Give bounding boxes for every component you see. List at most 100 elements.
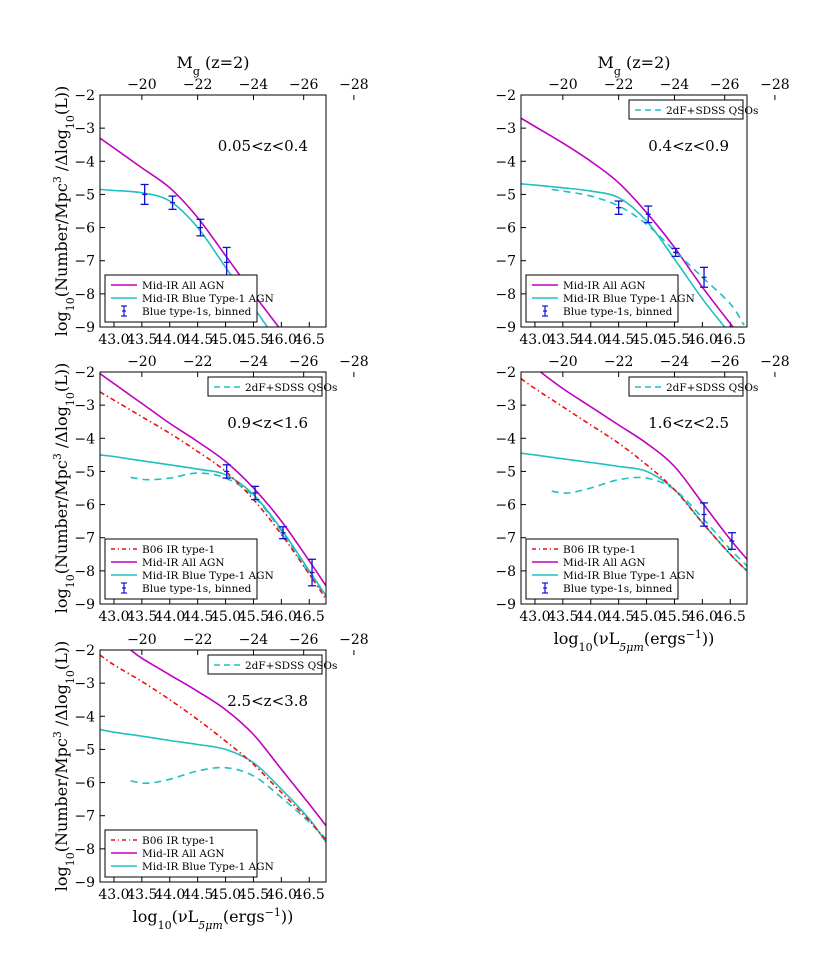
legend-label: Mid-IR All AGN (563, 280, 646, 292)
top-tick-label: −20 (548, 354, 578, 370)
legend-label: B06 IR type-1 (563, 544, 636, 556)
y-tick-label: −3 (74, 398, 95, 414)
x-tick-label: 46.5 (294, 609, 325, 625)
panel-3: 43.043.544.044.545.045.546.046.5 −9 −8 −7 −6… (51, 354, 369, 625)
x-tick-label: 44.0 (154, 332, 185, 348)
top-tick-label: −22 (604, 354, 634, 370)
x-tick-label: 44.0 (575, 332, 606, 348)
x-tick-label: 46.0 (266, 887, 297, 903)
legend-label: Mid-IR Blue Type-1 AGN (563, 293, 695, 305)
legend-qso: 2dF+SDSS QSOs (628, 99, 758, 120)
top-tick-label: −28 (760, 77, 790, 93)
legend-label: Blue type-1s, binned (563, 306, 673, 318)
legend-label: Blue type-1s, binned (563, 583, 673, 595)
x-tick-label: 44.0 (575, 609, 606, 625)
legend-label: Mid-IR All AGN (142, 557, 225, 569)
top-tick-label: −20 (548, 77, 578, 93)
y-axis-label: log10(Number/Mpc3 /Δlog10(L)) (51, 363, 77, 613)
top-tick-label: −20 (127, 632, 157, 648)
y-tick-label: −2 (495, 365, 516, 381)
legend-label: 2dF+SDSS QSOs (666, 382, 758, 394)
legend-label: B06 IR type-1 (142, 835, 215, 847)
y-tick-label: −6 (74, 498, 95, 514)
series-all-agn (100, 373, 326, 587)
x-tick-label: 43.0 (98, 887, 129, 903)
panel-2: 43.043.544.044.545.045.546.046.5 −9 −8 −7 −6… (495, 53, 789, 348)
y-tick-label: −8 (495, 564, 516, 580)
top-tick-label: −26 (289, 354, 319, 370)
series-blue-type1 (521, 452, 747, 572)
legend-label: Mid-IR All AGN (142, 280, 225, 292)
y-tick-label: −7 (495, 254, 516, 270)
y-tick-label: −7 (74, 809, 95, 825)
y-tick-label: −2 (74, 88, 95, 104)
legend-label: B06 IR type-1 (142, 544, 215, 556)
x-axis-label: log10(νL5μm(ergs−1)) (554, 628, 715, 654)
x-tick-label: 44.5 (603, 332, 634, 348)
binned-point (251, 485, 260, 501)
x-tick-label: 46.5 (715, 332, 746, 348)
panel-5: 43.043.544.044.545.045.546.046.5 −9 −8 −7 −6… (51, 632, 369, 932)
top-tick-label: −28 (339, 77, 369, 93)
top-tick-label: −22 (183, 77, 213, 93)
binned-point (727, 532, 736, 550)
y-tick-label: −9 (74, 875, 95, 891)
y-tick-label: −6 (495, 498, 516, 514)
binned-point (700, 266, 709, 288)
top-tick-label: −24 (239, 354, 269, 370)
x-tick-label: 44.5 (182, 332, 213, 348)
y-tick-label: −5 (74, 464, 95, 480)
top-tick-label: −22 (604, 77, 634, 93)
legend-label: Mid-IR Blue Type-1 AGN (563, 570, 695, 582)
plot-frame (520, 371, 748, 605)
x-tick-label: 43.0 (519, 609, 550, 625)
x-tick-label: 44.5 (182, 887, 213, 903)
x-tick-label: 45.0 (631, 609, 662, 625)
top-tick-label: −20 (127, 77, 157, 93)
y-tick-label: −7 (74, 531, 95, 547)
y-tick-label: −6 (74, 221, 95, 237)
x-tick-label: 46.0 (687, 609, 718, 625)
y-tick-label: −4 (74, 709, 95, 725)
y-tick-label: −8 (74, 842, 95, 858)
x-tick-label: 45.0 (631, 332, 662, 348)
plot-frame (99, 94, 327, 328)
x-tick-label: 46.5 (715, 609, 746, 625)
binned-point (222, 464, 231, 479)
legend-qso: 2dF+SDSS QSOs (207, 654, 337, 675)
x-tick-label: 46.5 (294, 332, 325, 348)
y-tick-label: −9 (74, 320, 95, 336)
y-tick-label: −5 (495, 464, 516, 480)
legend-label: Blue type-1s, binned (142, 306, 252, 318)
x-tick-label: 45.5 (238, 887, 269, 903)
legend-label: Mid-IR All AGN (142, 848, 225, 860)
legend-label: 2dF+SDSS QSOs (245, 382, 337, 394)
x-tick-label: 45.0 (210, 887, 241, 903)
y-axis-label: log10(Number/Mpc3 /Δlog10(L)) (51, 86, 77, 336)
top-tick-label: −24 (239, 632, 269, 648)
binned-point (279, 526, 288, 540)
x-tick-label: 43.5 (126, 887, 157, 903)
y-tick-label: −3 (74, 121, 95, 137)
x-tick-label: 45.5 (238, 332, 269, 348)
plot-frame (99, 371, 327, 605)
y-tick-label: −9 (495, 597, 516, 613)
series-blue-type1 (100, 728, 326, 843)
binned-point (671, 247, 680, 258)
legend-label: Blue type-1s, binned (142, 583, 252, 595)
y-tick-label: −4 (74, 154, 95, 170)
y-tick-label: −7 (495, 531, 516, 547)
legend-label: Mid-IR Blue Type-1 AGN (142, 861, 274, 873)
series-qso (130, 766, 326, 840)
redshift-label: 1.6<z<2.5 (648, 414, 729, 432)
y-tick-label: −3 (495, 398, 516, 414)
redshift-label: 0.9<z<1.6 (227, 414, 308, 432)
top-tick-label: −26 (289, 632, 319, 648)
top-tick-label: −28 (760, 354, 790, 370)
binned-point (614, 200, 623, 215)
redshift-label: 2.5<z<3.8 (227, 692, 308, 710)
